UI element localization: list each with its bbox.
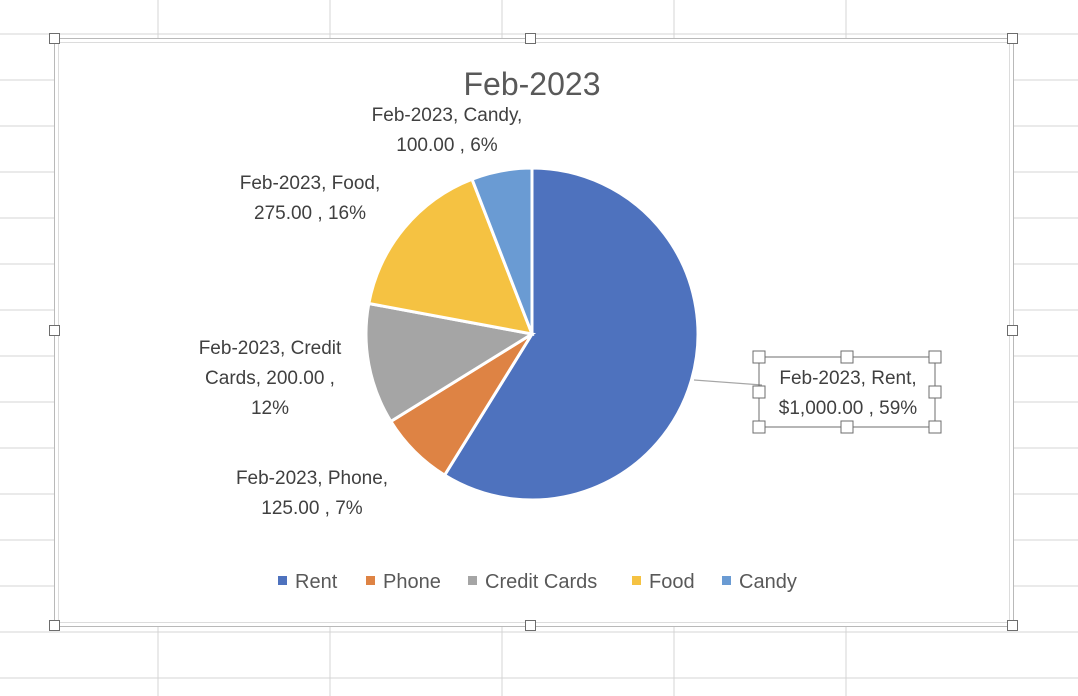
legend-item-food[interactable]: Food xyxy=(632,571,695,593)
rent-leader-line xyxy=(693,379,763,386)
resize-handle-middle-right[interactable] xyxy=(1007,325,1018,336)
slice-rent[interactable] xyxy=(442,166,700,502)
chart-title[interactable]: Feb-2023 xyxy=(464,66,601,102)
legend-swatch xyxy=(468,576,477,585)
resize-handle-middle-left[interactable] xyxy=(49,325,60,336)
label-resize-handle[interactable] xyxy=(840,420,854,434)
legend-item-candy[interactable]: Candy xyxy=(722,571,797,593)
resize-handle-top-left[interactable] xyxy=(49,33,60,44)
legend-swatch xyxy=(278,576,287,585)
legend-label: Credit Cards xyxy=(485,571,597,593)
label-resize-handle[interactable] xyxy=(752,420,766,434)
legend-item-credit-cards[interactable]: Credit Cards xyxy=(468,571,597,593)
legend-item-phone[interactable]: Phone xyxy=(366,571,441,593)
slice-food[interactable] xyxy=(367,177,535,336)
slice-candy[interactable] xyxy=(470,166,534,335)
data-label-food[interactable]: Feb-2023, Food, 275.00 , 16% xyxy=(240,173,380,224)
label-resize-handle[interactable] xyxy=(928,420,942,434)
data-label-rent[interactable]: Feb-2023, Rent, $1,000.00 , 59% xyxy=(779,368,917,419)
legend-swatch xyxy=(366,576,375,585)
legend-label: Rent xyxy=(295,571,338,593)
resize-handle-bottom-left[interactable] xyxy=(49,620,60,631)
data-label-candy[interactable]: Feb-2023, Candy, 100.00 , 6% xyxy=(372,105,523,156)
resize-handle-bottom-right[interactable] xyxy=(1007,620,1018,631)
label-resize-handle[interactable] xyxy=(752,350,766,364)
data-label-phone[interactable]: Feb-2023, Phone, 125.00 , 7% xyxy=(236,468,388,519)
resize-handle-top-center[interactable] xyxy=(525,33,536,44)
legend-label: Food xyxy=(649,571,695,593)
selected-label-handles xyxy=(752,350,942,434)
resize-handle-bottom-center[interactable] xyxy=(525,620,536,631)
data-label-credit-cards[interactable]: Feb-2023, Credit Cards, 200.00 , 12% xyxy=(199,338,342,419)
pie-slices xyxy=(364,166,700,502)
data-labels: Feb-2023, Rent, $1,000.00 , 59% Feb-2023, … xyxy=(199,105,918,519)
slice-credit-cards[interactable] xyxy=(364,301,537,424)
legend-swatch xyxy=(722,576,731,585)
legend-label: Candy xyxy=(739,571,797,593)
legend-swatch xyxy=(632,576,641,585)
resize-handle-top-right[interactable] xyxy=(1007,33,1018,44)
label-resize-handle[interactable] xyxy=(752,385,766,399)
label-resize-handle[interactable] xyxy=(840,350,854,364)
legend: Rent Phone Credit Cards Food Candy xyxy=(278,571,797,593)
legend-item-rent[interactable]: Rent xyxy=(278,571,338,593)
legend-label: Phone xyxy=(383,571,441,593)
label-resize-handle[interactable] xyxy=(928,350,942,364)
label-resize-handle[interactable] xyxy=(928,385,942,399)
